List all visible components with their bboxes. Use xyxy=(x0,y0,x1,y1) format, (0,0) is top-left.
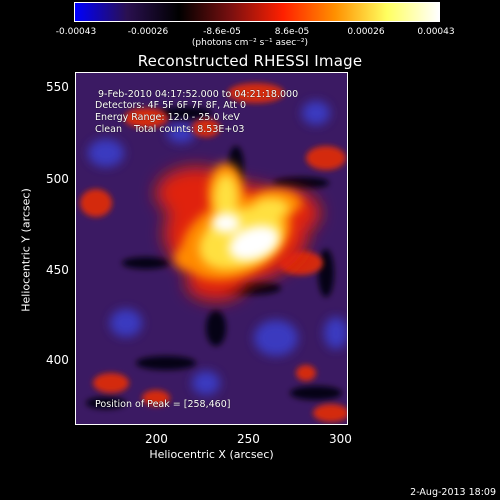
annotation-energy-range: Energy Range: 12.0 - 25.0 keV xyxy=(95,112,240,123)
rhessi-image xyxy=(76,73,347,424)
colorbar-tick-label: -0.00026 xyxy=(127,27,169,37)
colorbar-tick-label: 0.00026 xyxy=(347,27,385,37)
colorbar-tick-label: -8.6e-05 xyxy=(203,27,241,37)
timestamp: 2-Aug-2013 18:09 xyxy=(410,487,496,498)
colorbar-tick-label: 8.6e-05 xyxy=(274,27,310,37)
y-tick-label: 500 xyxy=(46,172,69,186)
annotation-peak-position: Position of Peak = [258,460] xyxy=(95,399,231,410)
annotation-detectors: Detectors: 4F 5F 6F 7F 8F, Att 0 xyxy=(95,100,247,111)
y-axis-label: Heliocentric Y (arcsec) xyxy=(19,188,33,312)
plot-title: Reconstructed RHESSI Image xyxy=(137,52,363,70)
colorbar-tick-label: -0.00043 xyxy=(55,27,97,37)
annotation-clean: Clean Total counts: 8.53E+03 xyxy=(95,124,245,135)
x-axis-label: Heliocentric X (arcsec) xyxy=(149,448,274,461)
y-tick-label: 550 xyxy=(46,80,69,94)
y-tick-label: 400 xyxy=(46,353,69,367)
colorbar xyxy=(74,2,440,22)
y-tick-label: 450 xyxy=(46,263,69,277)
annotation-time-range: 9-Feb-2010 04:17:52.000 to 04:21:18.000 xyxy=(98,89,299,100)
image-panel xyxy=(75,72,348,425)
colorbar-tick-label: 0.00043 xyxy=(417,27,455,37)
x-tick-label: 200 xyxy=(145,432,168,446)
x-tick-label: 300 xyxy=(329,432,352,446)
x-tick-label: 250 xyxy=(237,432,260,446)
colorbar-units: (photons cm⁻² s⁻¹ asec⁻²) xyxy=(191,38,309,48)
